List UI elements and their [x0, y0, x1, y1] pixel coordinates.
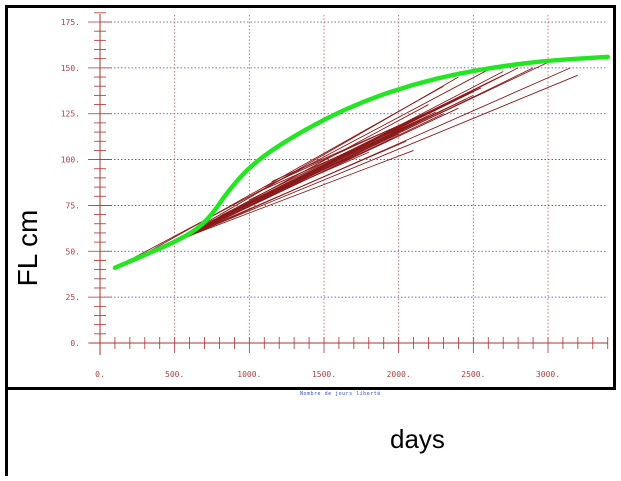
tick-label-layer: 0. 25. 50. 75. 100. 125. 150. 175. 0. 500. 1000. 15… — [61, 18, 560, 379]
x-tick-label: 0. — [95, 370, 105, 379]
y-tick-label: 25. — [66, 293, 80, 302]
growth-track — [186, 74, 579, 238]
y-tick-label: 0. — [70, 339, 80, 348]
growth-track — [159, 76, 459, 250]
growth-track — [231, 138, 392, 212]
growth-track — [249, 74, 504, 201]
axis-layer — [88, 12, 609, 355]
curve-layer — [112, 54, 610, 271]
growth-track — [167, 67, 571, 247]
frame-border-left — [5, 5, 8, 476]
growth-track — [177, 149, 414, 241]
growth-track — [216, 151, 369, 219]
grid-layer — [100, 14, 608, 343]
x-tick-label: 3000. — [536, 370, 560, 379]
x-axis-label: days — [390, 424, 445, 454]
fitted-growth-curve — [112, 54, 610, 271]
y-tick-label: 75. — [66, 201, 80, 210]
x-tick-label: 1500. — [312, 370, 336, 379]
x-tick-label: 1000. — [237, 370, 261, 379]
x-tick-label: 2500. — [461, 370, 485, 379]
inner-x-axis-label: Nombre de jours liberté — [300, 391, 381, 397]
y-axis-label: FL cm — [12, 209, 43, 287]
y-tick-label: 150. — [61, 64, 80, 73]
y-tick-label: 100. — [61, 156, 80, 165]
frame-border-bottom — [5, 387, 616, 390]
x-tick-label: 500. — [165, 370, 184, 379]
growth-track — [271, 102, 452, 182]
frame-border-top — [5, 5, 616, 8]
frame-border-right — [613, 5, 616, 390]
y-tick-label: 125. — [61, 110, 80, 119]
tracks-layer — [114, 61, 579, 269]
y-tick-label: 175. — [61, 18, 80, 27]
x-tick-label: 2000. — [387, 370, 411, 379]
y-tick-label: 50. — [66, 247, 80, 256]
growth-track — [256, 118, 422, 193]
growth-track — [189, 140, 407, 236]
